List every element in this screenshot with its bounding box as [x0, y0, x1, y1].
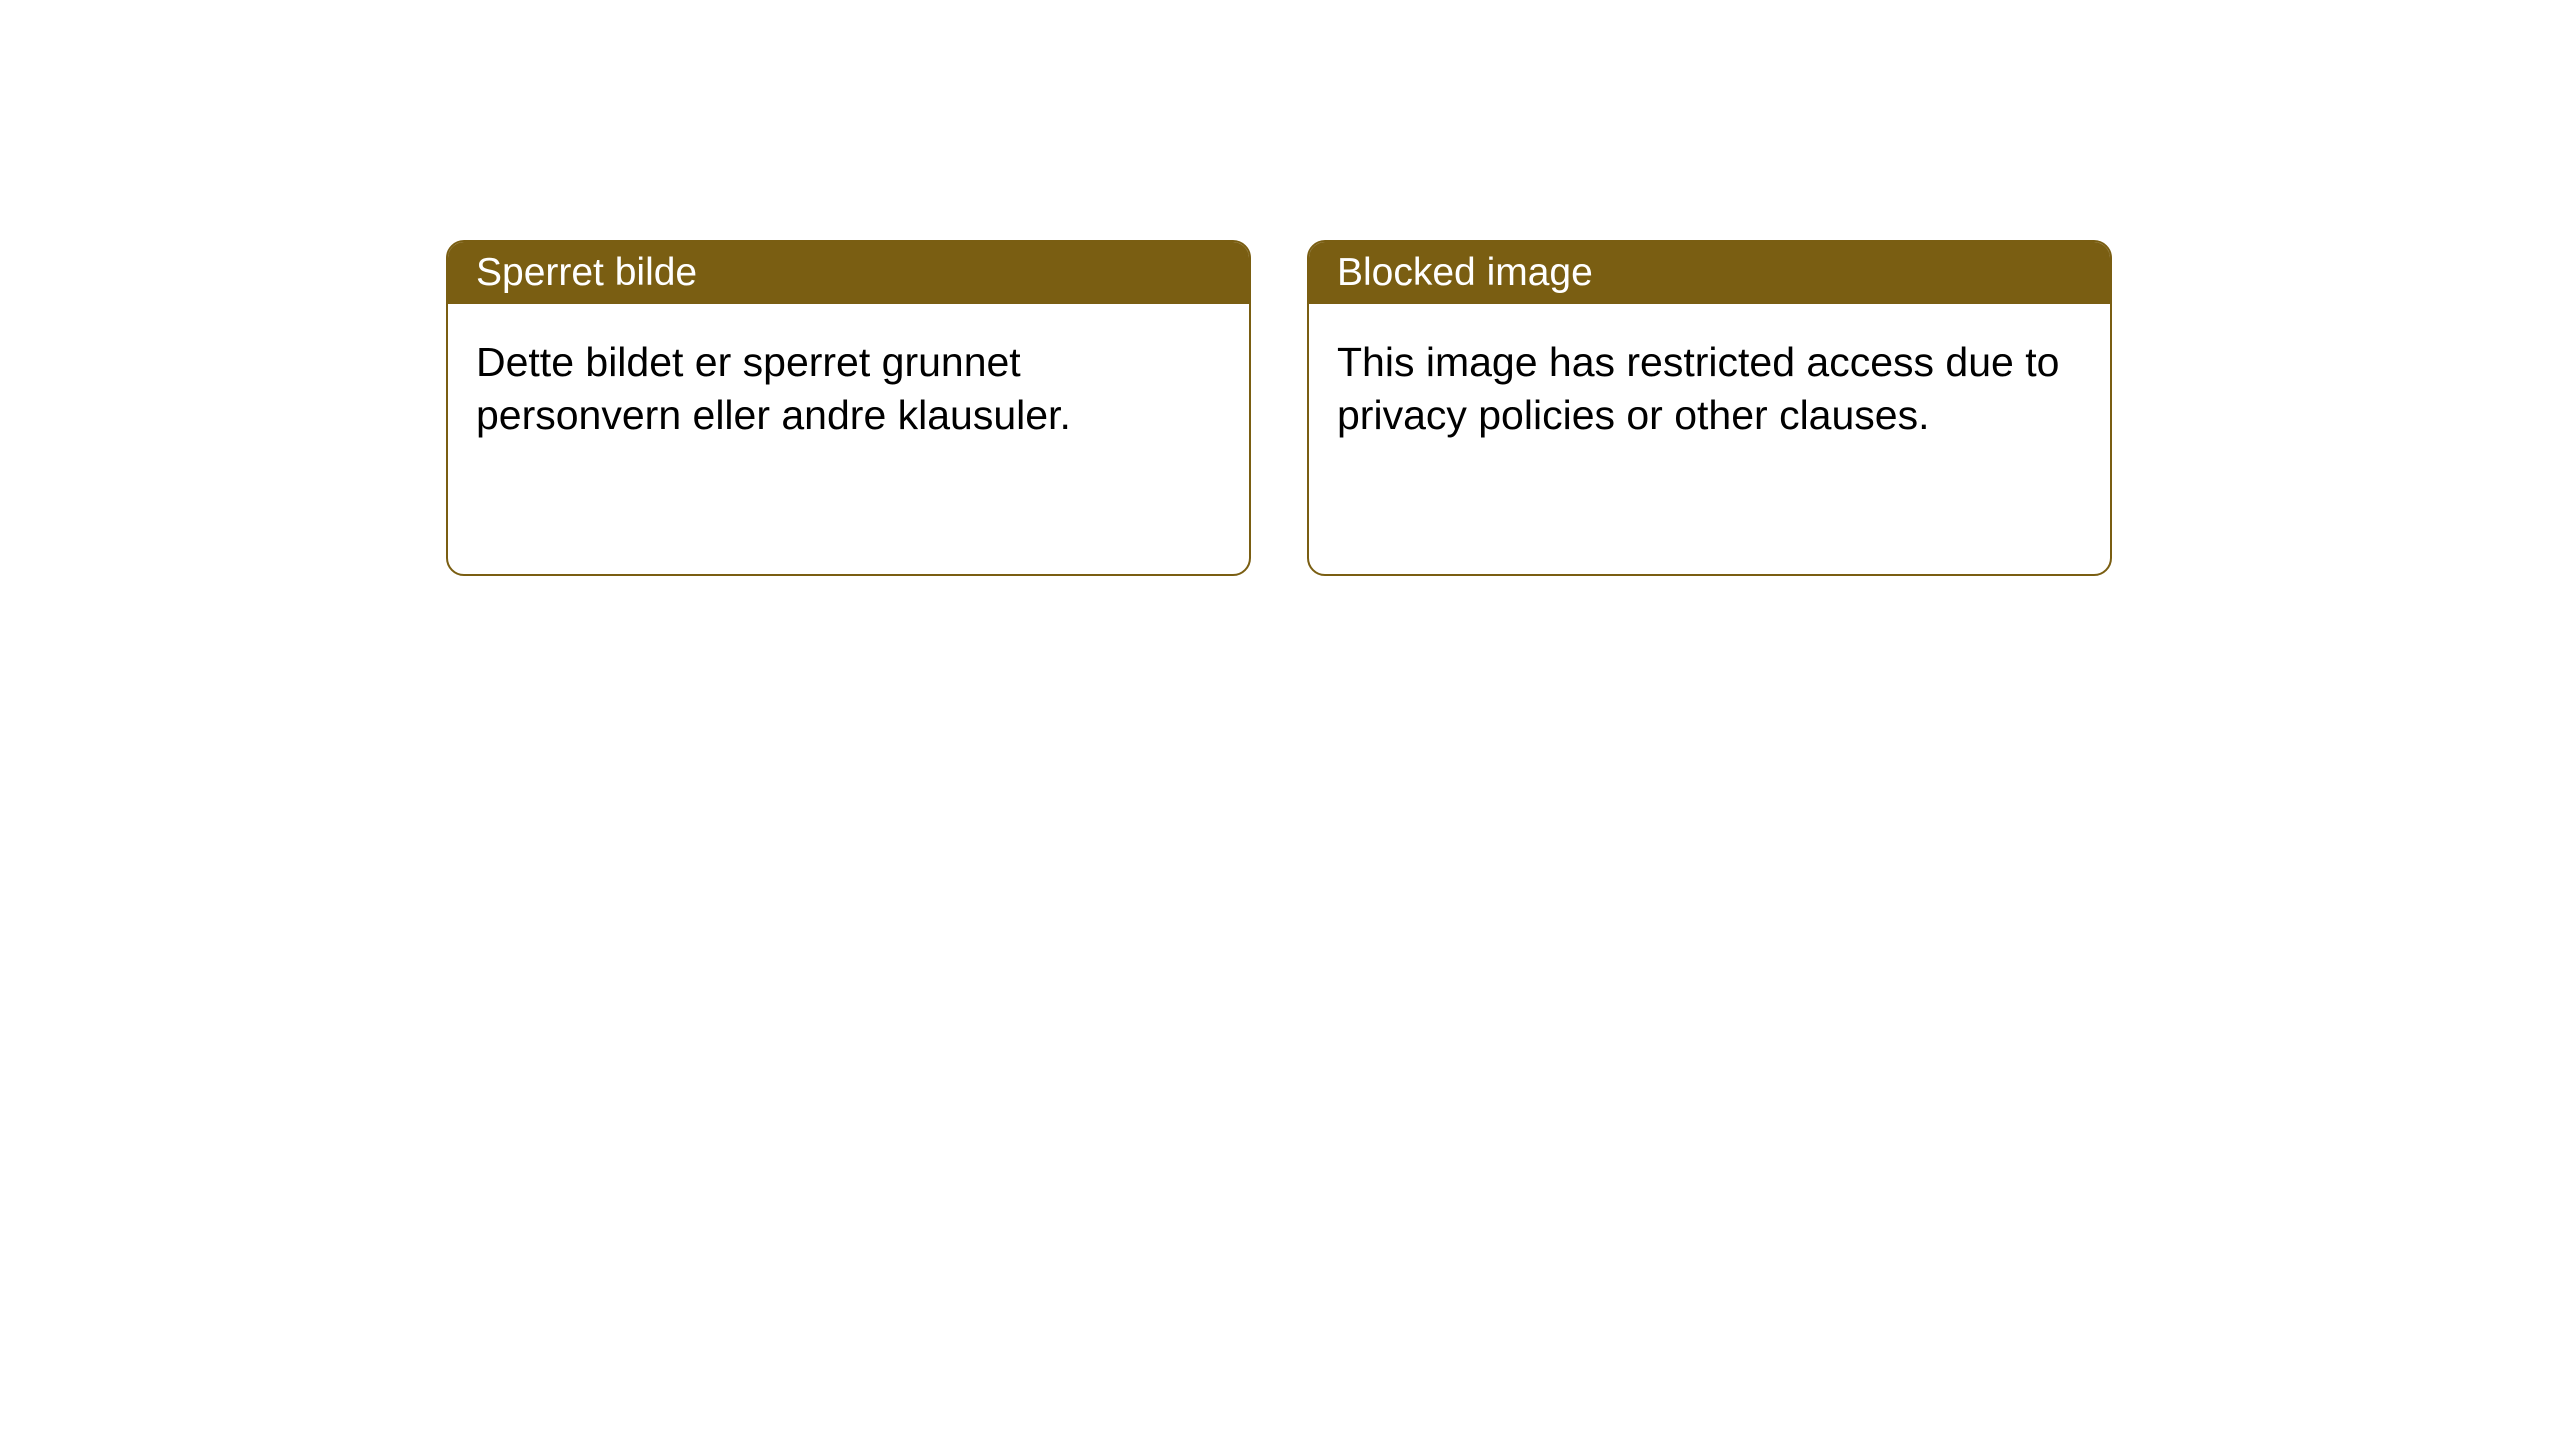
- notice-card-norwegian: Sperret bilde Dette bildet er sperret gr…: [446, 240, 1251, 576]
- card-body: This image has restricted access due to …: [1309, 304, 2110, 475]
- card-title: Blocked image: [1337, 251, 1593, 295]
- card-body: Dette bildet er sperret grunnet personve…: [448, 304, 1249, 475]
- card-header: Sperret bilde: [448, 242, 1249, 304]
- notice-cards-container: Sperret bilde Dette bildet er sperret gr…: [446, 240, 2112, 576]
- card-body-text: This image has restricted access due to …: [1337, 339, 2059, 438]
- card-header: Blocked image: [1309, 242, 2110, 304]
- notice-card-english: Blocked image This image has restricted …: [1307, 240, 2112, 576]
- card-title: Sperret bilde: [476, 251, 697, 295]
- card-body-text: Dette bildet er sperret grunnet personve…: [476, 339, 1071, 438]
